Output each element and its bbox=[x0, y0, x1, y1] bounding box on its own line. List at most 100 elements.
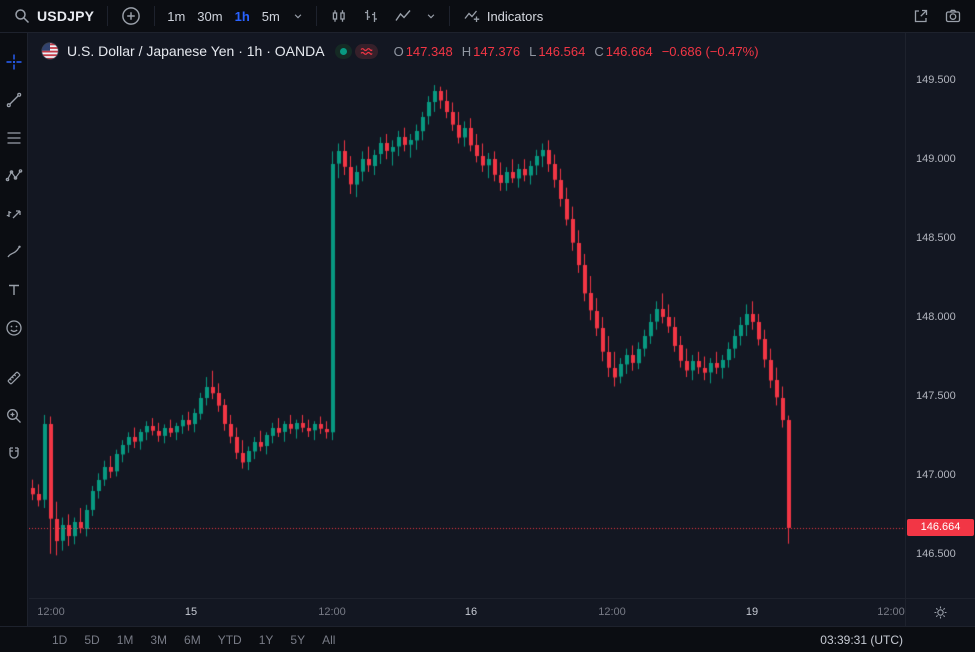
time-axis[interactable]: 12:00 15 12:00 16 12:00 19 12:00 bbox=[29, 598, 905, 626]
range-button-all[interactable]: All bbox=[322, 632, 336, 647]
last-price-badge: 146.664 bbox=[907, 518, 974, 536]
price-axis-label: 148.500 bbox=[916, 232, 956, 245]
measure-tool-button[interactable] bbox=[1, 365, 27, 391]
screenshot-button[interactable] bbox=[937, 3, 969, 29]
text-tool-button[interactable] bbox=[1, 277, 27, 303]
time-tick: 19 bbox=[745, 606, 759, 618]
low-value: 146.564 bbox=[538, 43, 586, 59]
chart-area: U.S. Dollar / Japanese Yen · 1h · OANDA … bbox=[29, 33, 905, 598]
clock[interactable]: 03:39:31 (UTC) bbox=[820, 632, 903, 647]
chart-type-bars-button[interactable] bbox=[355, 3, 387, 29]
range-button-1y[interactable]: 1Y bbox=[258, 632, 274, 647]
search-icon bbox=[13, 7, 31, 25]
chart-legend: U.S. Dollar / Japanese Yen · 1h · OANDA … bbox=[41, 42, 759, 60]
range-button-5y[interactable]: 5Y bbox=[290, 632, 306, 647]
date-range-buttons: 1D 5D 1M 3M 6M YTD 1Y 5Y All bbox=[52, 633, 335, 647]
toolbar-separator bbox=[315, 6, 317, 26]
open-label: O bbox=[393, 43, 404, 59]
time-tick: 15 bbox=[184, 606, 198, 618]
chart-type-menu-button[interactable] bbox=[419, 7, 443, 25]
range-button-ytd[interactable]: YTD bbox=[217, 632, 242, 647]
market-open-icon[interactable] bbox=[334, 43, 352, 59]
toolbar-separator bbox=[107, 6, 109, 26]
price-axis-label: 149.500 bbox=[916, 74, 956, 87]
time-tick: 12:00 bbox=[37, 606, 65, 618]
change-value: −0.686 (−0.47%) bbox=[661, 43, 759, 59]
price-axis-label: 148.000 bbox=[916, 311, 956, 324]
brush-icon bbox=[5, 243, 23, 261]
magnet-tool-button[interactable] bbox=[1, 441, 27, 467]
interval-1h-button[interactable]: 1h bbox=[229, 5, 256, 28]
axis-corner bbox=[906, 598, 975, 626]
indicators-label: Indicators bbox=[486, 8, 544, 24]
symbol-search-button[interactable]: USDJPY bbox=[6, 3, 101, 29]
chart-type-line-button[interactable] bbox=[387, 3, 419, 29]
interval-menu-button[interactable] bbox=[286, 7, 310, 25]
ohlc-readout: O 147.348 H 147.376 L 146.564 C 146.664 −0.6… bbox=[394, 44, 759, 59]
open-popup-icon bbox=[912, 7, 930, 25]
bottom-toolbar: 1D 5D 1M 3M 6M YTD 1Y 5Y All 03:39:31 (UTC) bbox=[0, 626, 975, 652]
forecast-tool-button[interactable] bbox=[1, 201, 27, 227]
line-type-icon bbox=[394, 7, 412, 25]
symbol-label: USDJPY bbox=[37, 8, 95, 24]
drawing-toolbar bbox=[0, 33, 28, 626]
brush-tool-button[interactable] bbox=[1, 239, 27, 265]
toolbar-separator bbox=[448, 6, 450, 26]
fib-retracement-icon bbox=[5, 129, 23, 147]
chart-type-candles-button[interactable] bbox=[323, 3, 355, 29]
interval-5m-button[interactable]: 5m bbox=[256, 5, 286, 28]
price-axis[interactable]: 149.500 149.000 148.500 148.000 147.500 … bbox=[905, 33, 975, 626]
range-button-5d[interactable]: 5D bbox=[84, 632, 100, 647]
price-axis-label: 147.000 bbox=[916, 468, 956, 481]
interval-1m-button[interactable]: 1m bbox=[161, 5, 191, 28]
time-tick: 12:00 bbox=[877, 606, 905, 618]
compare-add-button[interactable] bbox=[114, 2, 148, 30]
forecast-icon bbox=[5, 205, 23, 223]
range-button-6m[interactable]: 6M bbox=[184, 632, 201, 647]
trend-line-icon bbox=[5, 91, 23, 109]
settings-gear-icon bbox=[933, 605, 948, 620]
top-toolbar: USDJPY 1m 30m 1h 5m bbox=[0, 0, 975, 33]
us-flag-icon bbox=[41, 42, 59, 60]
price-axis-label: 147.500 bbox=[916, 389, 956, 402]
zoom-tool-button[interactable] bbox=[1, 403, 27, 429]
chevron-down-icon bbox=[426, 11, 436, 21]
range-button-1d[interactable]: 1D bbox=[52, 632, 68, 647]
camera-icon bbox=[944, 7, 962, 25]
chevron-down-icon bbox=[293, 11, 303, 21]
range-button-1m[interactable]: 1M bbox=[116, 632, 134, 647]
status-pills bbox=[334, 43, 378, 59]
range-button-3m[interactable]: 3M bbox=[150, 632, 168, 647]
bars-type-icon bbox=[362, 7, 380, 25]
time-tick: 12:00 bbox=[318, 606, 346, 618]
legend-title: U.S. Dollar / Japanese Yen · 1h · OANDA bbox=[67, 43, 325, 59]
price-axis-label: 149.000 bbox=[916, 153, 956, 166]
xabcd-pattern-icon bbox=[5, 167, 23, 185]
open-value: 147.348 bbox=[405, 43, 453, 59]
axis-settings-button[interactable] bbox=[930, 602, 952, 624]
price-axis-label: 146.500 bbox=[916, 547, 956, 560]
emoji-icon bbox=[5, 319, 23, 337]
ruler-icon bbox=[5, 369, 23, 387]
low-label: L bbox=[529, 43, 537, 59]
crosshair-icon bbox=[5, 53, 23, 71]
fib-tool-button[interactable] bbox=[1, 125, 27, 151]
indicators-icon bbox=[463, 7, 481, 25]
delayed-data-icon[interactable] bbox=[354, 43, 378, 59]
time-tick: 16 bbox=[464, 606, 478, 618]
emoji-tool-button[interactable] bbox=[1, 315, 27, 341]
compare-add-icon bbox=[121, 6, 141, 26]
interval-30m-button[interactable]: 30m bbox=[191, 5, 228, 28]
text-icon bbox=[5, 281, 23, 299]
trendline-tool-button[interactable] bbox=[1, 87, 27, 113]
indicators-button[interactable]: Indicators bbox=[456, 3, 550, 29]
open-popup-button[interactable] bbox=[905, 3, 937, 29]
pattern-tool-button[interactable] bbox=[1, 163, 27, 189]
crosshair-tool-button[interactable] bbox=[1, 49, 27, 75]
magnet-icon bbox=[5, 445, 23, 463]
zoom-in-icon bbox=[5, 407, 23, 425]
candles-canvas[interactable] bbox=[29, 33, 905, 598]
candles-type-icon bbox=[330, 7, 348, 25]
close-value: 146.664 bbox=[605, 43, 653, 59]
high-value: 147.376 bbox=[473, 43, 521, 59]
